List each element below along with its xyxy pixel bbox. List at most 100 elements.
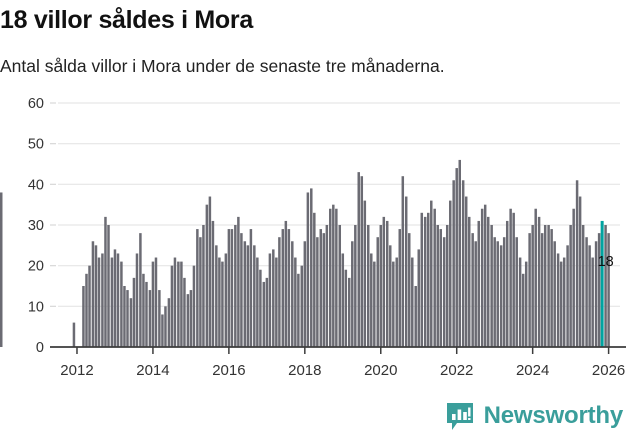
bar bbox=[379, 225, 383, 347]
bar bbox=[145, 281, 148, 347]
bar bbox=[97, 257, 101, 347]
bar bbox=[458, 159, 461, 347]
bar bbox=[253, 245, 256, 347]
bar bbox=[110, 257, 114, 347]
bar bbox=[486, 216, 490, 347]
bar bbox=[502, 237, 506, 347]
bar bbox=[177, 261, 180, 347]
bar bbox=[202, 225, 205, 347]
bar bbox=[433, 208, 436, 347]
bar bbox=[294, 257, 297, 347]
bar bbox=[385, 220, 389, 347]
axes bbox=[50, 346, 626, 354]
y-tick-label: 20 bbox=[28, 259, 44, 275]
bar bbox=[483, 204, 487, 347]
x-tick-label: 2014 bbox=[136, 362, 169, 379]
bar bbox=[139, 233, 142, 347]
bar bbox=[585, 237, 588, 347]
bar bbox=[543, 225, 547, 347]
bar bbox=[278, 237, 281, 347]
bar bbox=[329, 208, 332, 347]
bar bbox=[604, 225, 607, 347]
bar bbox=[335, 208, 338, 347]
bar bbox=[426, 212, 430, 347]
bar bbox=[392, 261, 395, 347]
brand-wordmark: Newsworthy bbox=[483, 402, 624, 429]
bar bbox=[367, 225, 370, 347]
bar bbox=[123, 286, 126, 347]
bar bbox=[591, 257, 594, 347]
bar bbox=[382, 216, 386, 347]
bar bbox=[417, 249, 420, 347]
bar bbox=[455, 168, 458, 347]
bar bbox=[319, 229, 323, 347]
bar bbox=[205, 204, 209, 347]
bar bbox=[404, 196, 408, 347]
bar bbox=[281, 229, 285, 347]
bar bbox=[531, 225, 534, 347]
bar bbox=[607, 233, 610, 347]
bar bbox=[240, 233, 243, 347]
bar-value-label: 18 bbox=[598, 254, 614, 270]
bar bbox=[259, 269, 262, 347]
bar bbox=[186, 294, 190, 347]
bar bbox=[575, 180, 579, 347]
bar bbox=[524, 261, 528, 347]
bar bbox=[562, 257, 566, 347]
bar bbox=[515, 237, 518, 347]
bar bbox=[164, 306, 167, 347]
bar bbox=[107, 225, 110, 347]
x-tick-label: 2022 bbox=[440, 362, 473, 379]
bar bbox=[135, 253, 139, 347]
bar bbox=[518, 257, 522, 347]
bar bbox=[189, 290, 193, 347]
bar bbox=[521, 273, 525, 347]
bar bbox=[474, 241, 477, 347]
bar bbox=[398, 229, 401, 347]
bar bbox=[227, 229, 231, 347]
bar bbox=[464, 196, 468, 347]
page-subtitle: Antal sålda villor i Mora under de senas… bbox=[0, 56, 445, 76]
bar bbox=[357, 172, 360, 347]
bar bbox=[449, 200, 452, 347]
bar bbox=[499, 245, 503, 347]
bar bbox=[414, 286, 417, 347]
bar bbox=[471, 233, 474, 347]
bar bbox=[192, 265, 196, 347]
bar-chart: 0 10 20 30 40 50 60 2012 2014 2016 2018 2020 2022 20… bbox=[0, 92, 631, 392]
value-annotations: 18 bbox=[598, 254, 614, 270]
y-tick-label: 60 bbox=[28, 96, 44, 112]
bar bbox=[408, 233, 411, 347]
bar bbox=[310, 188, 313, 347]
bar bbox=[547, 225, 550, 347]
bar bbox=[180, 261, 183, 347]
bar bbox=[325, 225, 329, 347]
y-tick-label: 30 bbox=[28, 218, 44, 234]
x-axis-tick-labels: 2012 2014 2016 2018 2020 2022 2024 2026 bbox=[60, 362, 625, 379]
bar bbox=[505, 220, 509, 347]
bar bbox=[348, 277, 351, 347]
bar bbox=[196, 229, 199, 347]
bar bbox=[272, 249, 275, 347]
bar bbox=[268, 253, 272, 347]
bar-highlighted bbox=[600, 220, 604, 347]
bar bbox=[88, 265, 91, 347]
bar bbox=[569, 225, 572, 347]
bar bbox=[85, 273, 88, 347]
bar bbox=[234, 225, 237, 347]
bar bbox=[199, 237, 202, 347]
bar bbox=[430, 200, 433, 347]
bar bbox=[461, 180, 465, 347]
bar bbox=[341, 253, 345, 347]
bar bbox=[509, 208, 512, 347]
bar bbox=[401, 176, 405, 347]
bar bbox=[82, 286, 85, 347]
bar bbox=[537, 216, 541, 347]
bar bbox=[439, 229, 443, 347]
y-tick-label: 50 bbox=[28, 137, 44, 153]
bar bbox=[581, 225, 585, 347]
bar bbox=[420, 212, 424, 347]
bar bbox=[101, 253, 104, 347]
bar bbox=[395, 257, 398, 347]
bar bbox=[360, 176, 364, 347]
